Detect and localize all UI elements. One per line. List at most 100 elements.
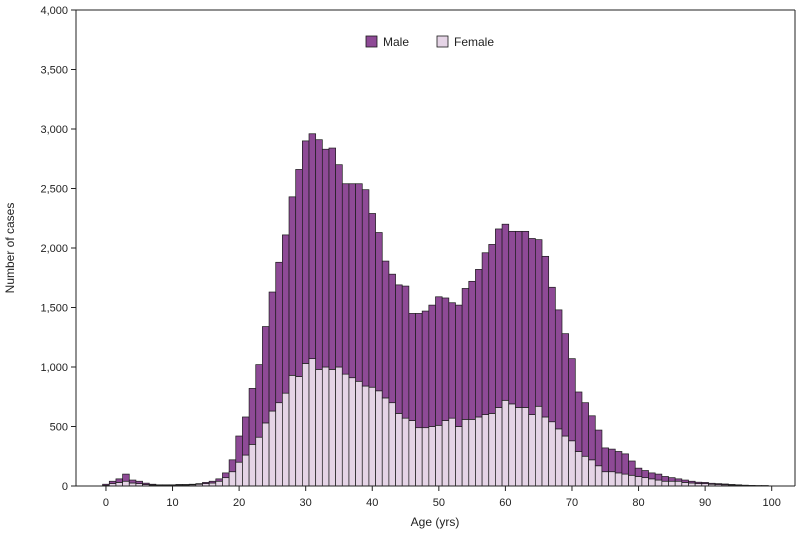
bar-male-age-21 bbox=[242, 416, 250, 456]
bar-female-age-65 bbox=[535, 405, 543, 487]
bar-female-age-32 bbox=[315, 369, 323, 487]
bar-male-age-88 bbox=[688, 480, 696, 484]
bar-female-age-54 bbox=[461, 419, 470, 487]
x-axis-title: Age (yrs) bbox=[411, 515, 460, 529]
bar-male-age-11 bbox=[175, 484, 183, 486]
bar-female-age-60 bbox=[501, 399, 510, 487]
bar-male-age-40 bbox=[368, 213, 376, 388]
bar-male-age-82 bbox=[648, 472, 656, 480]
bar-female-age-39 bbox=[361, 385, 370, 487]
bar-female-age-67 bbox=[548, 421, 556, 487]
bar-male-age-62 bbox=[515, 230, 523, 408]
bar-male-age-36 bbox=[341, 183, 350, 375]
bar-female-age-83 bbox=[654, 479, 663, 487]
bar-male-age-91 bbox=[708, 482, 716, 485]
x-tick-label: 0 bbox=[103, 497, 109, 509]
bar-male-age-34 bbox=[328, 147, 336, 370]
bar-female-age-22 bbox=[248, 444, 257, 487]
y-tick-label: 2,000 bbox=[40, 243, 68, 255]
bar-female-age-79 bbox=[628, 474, 636, 487]
bar-male-age-18 bbox=[222, 472, 230, 479]
y-tick-label: 1,500 bbox=[40, 303, 68, 315]
legend-swatch-female bbox=[436, 35, 449, 48]
bar-female-age-47 bbox=[415, 427, 423, 487]
bar-female-age-76 bbox=[608, 471, 616, 487]
y-axis-title: Number of cases bbox=[3, 203, 17, 294]
bar-female-age-74 bbox=[594, 465, 603, 487]
bar-male-age-63 bbox=[521, 230, 530, 408]
bar-male-age-60 bbox=[501, 223, 510, 401]
bar-male-age-10 bbox=[168, 484, 177, 486]
bar-female-age-53 bbox=[455, 426, 463, 487]
bar-male-age-35 bbox=[335, 164, 343, 368]
bar-female-age-70 bbox=[568, 440, 576, 487]
bar-female-age-40 bbox=[368, 386, 376, 487]
bar-female-age-49 bbox=[428, 426, 436, 487]
bar-male-age-61 bbox=[508, 230, 516, 405]
bar-female-age-24 bbox=[262, 422, 270, 487]
bar-male-age-55 bbox=[468, 280, 476, 420]
bar-male-age-53 bbox=[455, 304, 463, 427]
bar-female-age-61 bbox=[508, 403, 516, 487]
bar-male-age-20 bbox=[235, 435, 243, 463]
y-tick-label: 4,000 bbox=[40, 5, 68, 17]
bar-male-age-42 bbox=[381, 260, 390, 399]
bar-male-age-23 bbox=[255, 364, 263, 438]
bar-male-age-48 bbox=[421, 310, 430, 429]
x-tick-label: 100 bbox=[763, 497, 781, 509]
bar-male-age-86 bbox=[674, 478, 683, 482]
bar-layer bbox=[102, 133, 769, 487]
bar-male-age-70 bbox=[568, 358, 576, 442]
bar-male-age-33 bbox=[321, 148, 330, 368]
legend-label-male: Male bbox=[383, 35, 409, 49]
bar-female-age-71 bbox=[574, 451, 583, 487]
y-tick-label: 3,500 bbox=[40, 65, 68, 77]
bar-female-age-44 bbox=[395, 413, 403, 487]
bar-female-age-58 bbox=[488, 413, 496, 487]
x-tick-label: 80 bbox=[632, 497, 644, 509]
bar-male-age-39 bbox=[361, 189, 370, 387]
bar-female-age-78 bbox=[621, 473, 629, 487]
bar-female-age-38 bbox=[355, 380, 363, 487]
bar-male-age-12 bbox=[182, 484, 190, 486]
bar-female-age-73 bbox=[588, 459, 596, 487]
bar-male-age-59 bbox=[495, 228, 503, 408]
y-tick-label: 3,000 bbox=[40, 124, 68, 136]
bar-male-age-22 bbox=[248, 388, 257, 445]
bar-male-age-76 bbox=[608, 448, 616, 473]
bar-female-age-23 bbox=[255, 436, 263, 487]
bar-female-age-62 bbox=[515, 407, 523, 487]
bar-male-age-78 bbox=[621, 453, 629, 475]
bar-male-age-74 bbox=[594, 429, 603, 467]
bar-male-age-27 bbox=[282, 234, 290, 394]
bar-female-age-81 bbox=[641, 477, 649, 487]
bar-female-age-87 bbox=[681, 482, 689, 487]
x-tick-label: 20 bbox=[233, 497, 245, 509]
bar-male-age-81 bbox=[641, 470, 649, 479]
bar-female-age-21 bbox=[242, 454, 250, 487]
bar-female-age-85 bbox=[668, 480, 676, 487]
bar-male-age-7 bbox=[148, 483, 157, 486]
bar-female-age-51 bbox=[441, 420, 450, 487]
y-tick-label: 500 bbox=[50, 422, 68, 434]
bar-female-age-56 bbox=[475, 416, 483, 487]
bar-female-age-80 bbox=[634, 476, 643, 487]
x-tick-label: 30 bbox=[300, 497, 312, 509]
bar-male-age-47 bbox=[415, 313, 423, 429]
bar-male-age-14 bbox=[195, 483, 203, 485]
bar-male-age-69 bbox=[561, 333, 569, 437]
bar-male-age-6 bbox=[142, 482, 150, 485]
bar-male-age-19 bbox=[228, 459, 237, 473]
bar-male-age-2 bbox=[115, 478, 123, 483]
bar-male-age-84 bbox=[661, 476, 669, 482]
bar-male-age-94 bbox=[728, 484, 736, 486]
bar-female-age-3 bbox=[122, 480, 130, 487]
bar-male-age-66 bbox=[541, 255, 550, 418]
bar-female-age-2 bbox=[115, 482, 123, 487]
bar-male-age-29 bbox=[295, 169, 303, 377]
bar-male-age-52 bbox=[448, 302, 456, 419]
bar-female-age-37 bbox=[348, 377, 356, 487]
bar-female-age-29 bbox=[295, 376, 303, 487]
bar-male-age-17 bbox=[215, 478, 223, 482]
bar-female-age-50 bbox=[435, 424, 443, 487]
